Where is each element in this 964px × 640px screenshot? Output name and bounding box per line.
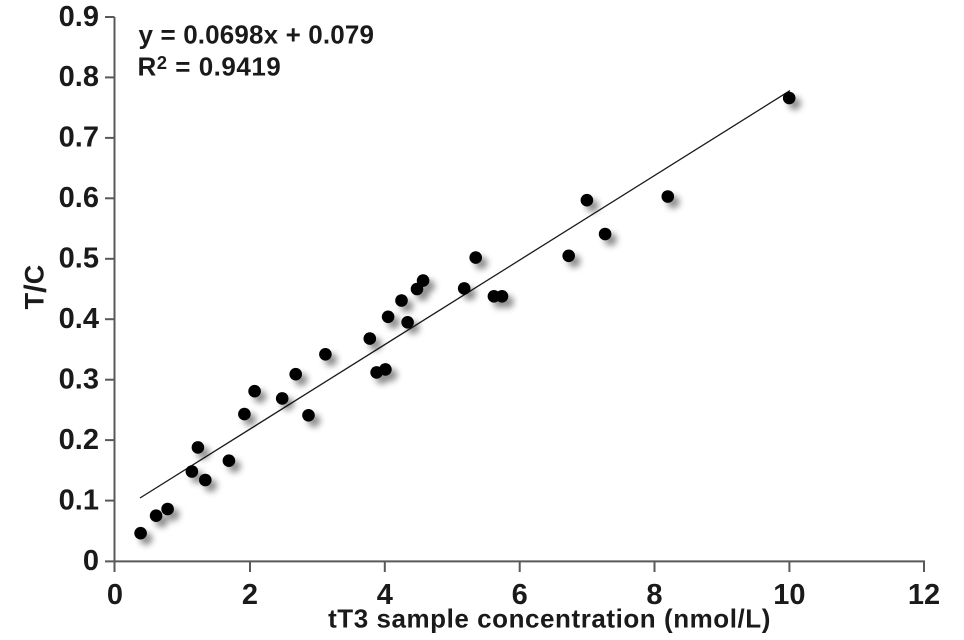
svg-text:0.3: 0.3	[59, 364, 99, 396]
svg-text:0.9: 0.9	[59, 1, 99, 33]
svg-text:y = 0.0698x + 0.079: y = 0.0698x + 0.079	[139, 19, 375, 49]
svg-text:0: 0	[107, 579, 123, 611]
svg-text:12: 12	[908, 579, 940, 611]
svg-text:0.7: 0.7	[59, 122, 99, 154]
svg-text:10: 10	[773, 579, 805, 611]
svg-text:0.1: 0.1	[59, 484, 99, 516]
svg-text:0.5: 0.5	[59, 243, 99, 275]
svg-text:8: 8	[646, 579, 662, 611]
svg-text:0.4: 0.4	[59, 303, 99, 335]
svg-text:tT3 sample concentration (nmol: tT3 sample concentration (nmol/L)	[328, 603, 771, 633]
svg-text:0.8: 0.8	[59, 61, 99, 93]
svg-text:6: 6	[512, 579, 528, 611]
svg-text:4: 4	[377, 579, 393, 611]
svg-text:2: 2	[242, 579, 258, 611]
svg-text:0: 0	[83, 545, 99, 577]
svg-text:0.6: 0.6	[59, 182, 99, 214]
svg-text:T/C: T/C	[18, 265, 53, 310]
svg-text:0.2: 0.2	[59, 424, 99, 456]
